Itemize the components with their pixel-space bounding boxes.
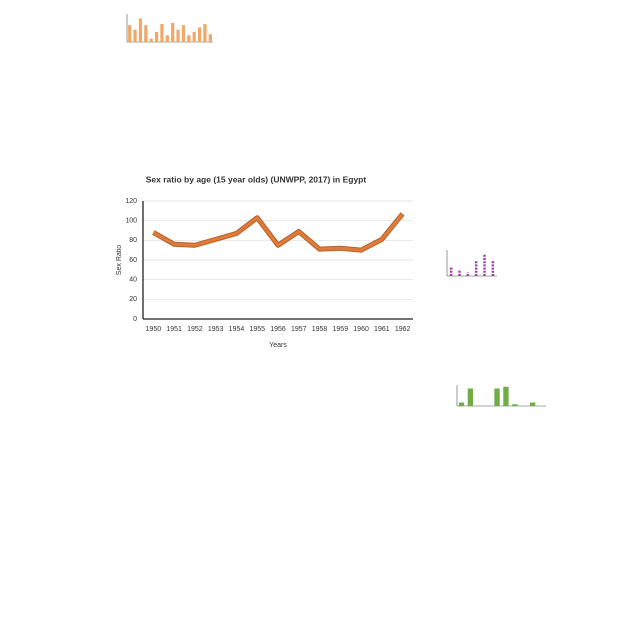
y-tick-label: 120 bbox=[125, 198, 137, 205]
x-tick-label: 1961 bbox=[374, 326, 390, 333]
x-tick-label: 1962 bbox=[395, 326, 411, 333]
y-tick-label: 0 bbox=[133, 316, 137, 323]
bar bbox=[503, 386, 509, 406]
bar bbox=[165, 35, 169, 42]
bar bbox=[512, 404, 518, 406]
bar bbox=[494, 388, 500, 406]
y-tick-label: 60 bbox=[129, 257, 137, 264]
x-tick-label: 1950 bbox=[146, 326, 162, 333]
bar bbox=[192, 31, 196, 42]
bar bbox=[467, 388, 474, 406]
y-axis-label: Sex Ratio bbox=[116, 245, 123, 275]
bar bbox=[133, 29, 137, 42]
bar bbox=[208, 34, 212, 42]
x-tick-label: 1957 bbox=[291, 326, 307, 333]
chart-title: Sex ratio by age (15 year olds) (UNWPP, … bbox=[146, 174, 367, 184]
bar bbox=[128, 25, 132, 42]
x-tick-label: 1958 bbox=[312, 326, 328, 333]
bar bbox=[181, 25, 186, 42]
x-tick-label: 1953 bbox=[208, 326, 224, 333]
x-axis-label: Years bbox=[269, 342, 287, 349]
bar bbox=[171, 22, 175, 42]
x-tick-label: 1955 bbox=[249, 326, 265, 333]
bar bbox=[149, 38, 153, 42]
line bbox=[152, 212, 404, 252]
bar bbox=[529, 402, 536, 406]
bar bbox=[160, 24, 164, 42]
bar bbox=[197, 27, 202, 42]
y-tick-label: 40 bbox=[129, 277, 137, 284]
y-tick-label: 80 bbox=[129, 237, 137, 244]
bar bbox=[187, 35, 191, 42]
bar bbox=[154, 31, 159, 42]
bar bbox=[138, 18, 143, 42]
bar bbox=[458, 402, 465, 406]
y-tick-label: 20 bbox=[129, 296, 137, 303]
bar bbox=[144, 25, 148, 42]
x-tick-label: 1959 bbox=[333, 326, 349, 333]
x-tick-label: 1954 bbox=[229, 326, 245, 333]
y-tick-label: 100 bbox=[125, 218, 137, 225]
bar bbox=[176, 29, 180, 42]
x-tick-label: 1956 bbox=[270, 326, 286, 333]
bar bbox=[203, 24, 207, 42]
x-tick-label: 1951 bbox=[166, 326, 182, 333]
x-tick-label: 1952 bbox=[187, 326, 203, 333]
x-tick-label: 1960 bbox=[353, 326, 369, 333]
